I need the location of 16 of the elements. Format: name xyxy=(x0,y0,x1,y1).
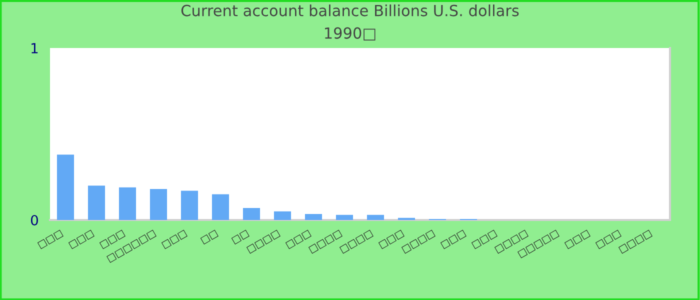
chart-subtitle: 1990□ xyxy=(325,27,376,40)
bar xyxy=(88,186,106,220)
bar xyxy=(118,187,136,220)
bar xyxy=(150,189,168,220)
chart-title: Current account balance Billions U.S. dollars xyxy=(181,4,519,16)
y-tick-label: 1 xyxy=(32,43,38,54)
bar xyxy=(242,208,260,220)
bar xyxy=(366,214,384,220)
y-tick-label: 0 xyxy=(30,214,38,226)
bar xyxy=(180,190,198,220)
bar xyxy=(212,194,230,220)
bar xyxy=(304,214,322,220)
bar xyxy=(336,214,354,220)
x-tick-label: □□ xyxy=(200,230,218,245)
bar xyxy=(56,154,74,220)
bar xyxy=(274,211,292,220)
